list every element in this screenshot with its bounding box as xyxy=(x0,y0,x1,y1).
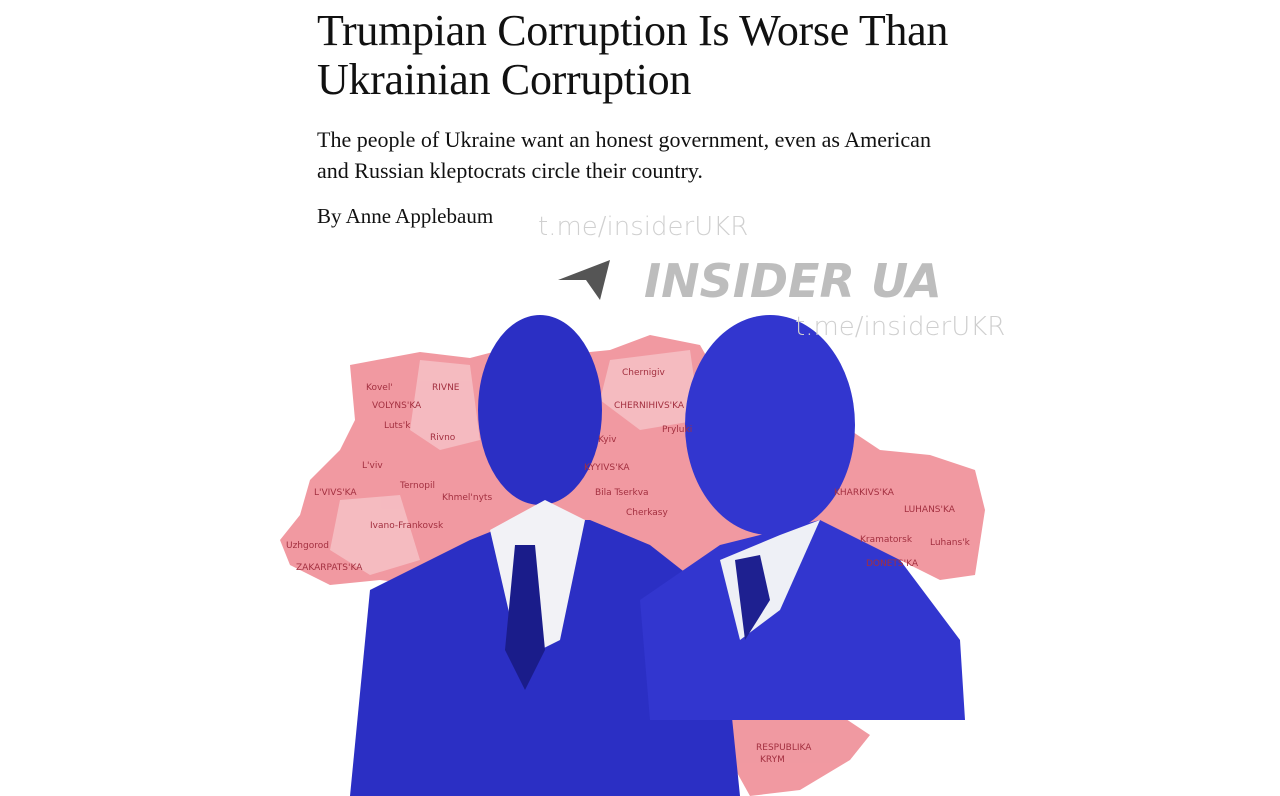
svg-text:Luts'k: Luts'k xyxy=(384,421,411,431)
svg-text:Chernigiv: Chernigiv xyxy=(622,368,665,378)
svg-text:ZAKARPATS'KA: ZAKARPATS'KA xyxy=(296,563,363,573)
svg-text:Kramatorsk: Kramatorsk xyxy=(860,535,913,545)
svg-text:Rivno: Rivno xyxy=(430,433,456,443)
figure-right xyxy=(640,315,965,720)
article-byline: By Anne Applebaum xyxy=(317,204,494,228)
article-dek: The people of Ukraine want an honest gov… xyxy=(317,127,931,183)
svg-text:Uzhgorod: Uzhgorod xyxy=(286,541,329,551)
svg-text:LUHANS'KA: LUHANS'KA xyxy=(904,505,956,515)
svg-text:Ivano-Frankovsk: Ivano-Frankovsk xyxy=(370,521,444,531)
svg-text:L'viv: L'viv xyxy=(362,461,383,471)
svg-text:Kyiv: Kyiv xyxy=(598,435,617,445)
ukraine-map xyxy=(280,335,985,796)
svg-text:RIVNE: RIVNE xyxy=(432,383,460,393)
svg-text:CHERNIHIVS'KA: CHERNIHIVS'KA xyxy=(614,401,685,411)
svg-text:KHARKIVS'KA: KHARKIVS'KA xyxy=(834,488,895,498)
watermark-link-top: t.me/insiderUKR xyxy=(538,212,749,242)
svg-text:Pryluki: Pryluki xyxy=(662,425,692,435)
svg-text:VOLYNS'KA: VOLYNS'KA xyxy=(372,401,422,411)
watermark-link-bottom: t.me/insiderUKR xyxy=(795,312,1006,342)
svg-text:Bila Tserkva: Bila Tserkva xyxy=(595,488,649,498)
svg-text:KYYIVS'KA: KYYIVS'KA xyxy=(584,463,630,473)
figure-left xyxy=(350,315,740,796)
svg-text:Cherkasy: Cherkasy xyxy=(626,508,668,518)
svg-text:Khmel'nyts: Khmel'nyts xyxy=(442,493,492,503)
svg-text:DONETS'KA: DONETS'KA xyxy=(866,559,919,569)
svg-text:L'VIVS'KA: L'VIVS'KA xyxy=(314,488,357,498)
svg-text:Kovel': Kovel' xyxy=(366,383,393,393)
telegram-icon xyxy=(558,260,610,300)
svg-text:Ternopil: Ternopil xyxy=(399,481,435,491)
svg-text:Luhans'k: Luhans'k xyxy=(930,538,971,548)
svg-text:RESPUBLIKA: RESPUBLIKA xyxy=(756,743,812,753)
svg-text:KRYM: KRYM xyxy=(760,755,785,765)
watermark-brand: INSIDER UA xyxy=(644,254,942,308)
article-headline: Trumpian Corruption Is Worse Than Ukrain… xyxy=(317,6,949,104)
